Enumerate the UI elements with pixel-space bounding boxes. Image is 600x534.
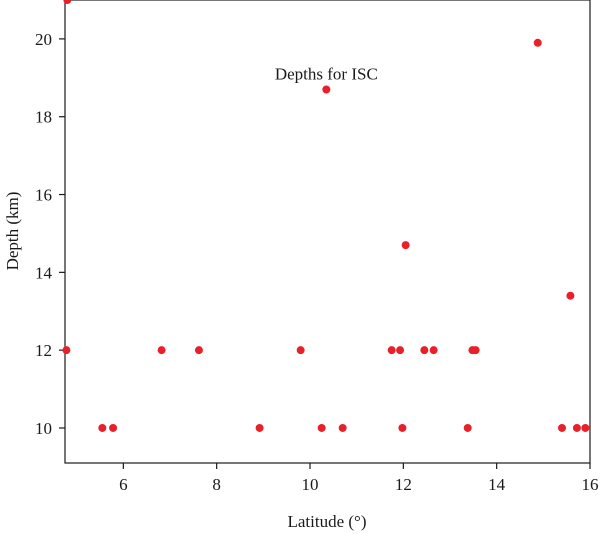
data-point — [398, 423, 407, 432]
data-point — [194, 346, 203, 355]
annotation-label: Depths for ISC — [275, 64, 378, 83]
plot-frame — [64, 0, 591, 464]
y-tick-label: 20 — [35, 30, 52, 49]
y-tick-label: 12 — [35, 341, 52, 360]
data-point — [572, 423, 581, 432]
data-point — [558, 423, 566, 432]
y-axis: 10 12 14 16 18 20 — [35, 30, 65, 438]
data-point — [296, 346, 305, 355]
x-tick-label: 14 — [488, 475, 506, 494]
data-point — [63, 0, 72, 4]
data-point — [471, 346, 480, 355]
y-tick-label: 18 — [35, 108, 52, 127]
data-point — [429, 346, 438, 355]
data-point — [317, 423, 326, 432]
data-point — [581, 423, 590, 432]
data-point — [255, 423, 264, 432]
data-point — [98, 423, 107, 432]
data-point — [396, 346, 405, 355]
x-tick-label: 8 — [212, 475, 221, 494]
x-tick-label: 12 — [395, 475, 412, 494]
data-point — [463, 423, 472, 432]
data-point — [338, 423, 347, 432]
x-tick-label: 16 — [582, 475, 599, 494]
data-point — [322, 85, 331, 94]
data-point — [387, 346, 396, 355]
x-axis-title: Latitude (°) — [287, 512, 366, 531]
annotations: Depths for ISC — [275, 64, 378, 83]
y-tick-label: 14 — [35, 263, 53, 282]
data-point — [401, 241, 410, 250]
data-point — [157, 346, 166, 355]
y-tick-label: 16 — [35, 186, 52, 205]
data-point — [566, 291, 575, 300]
data-point — [420, 346, 429, 355]
y-tick-label: 10 — [35, 419, 52, 438]
x-axis: 6 8 10 12 14 16 — [119, 463, 599, 494]
x-tick-label: 10 — [302, 475, 319, 494]
data-points — [62, 0, 590, 432]
x-tick-label: 6 — [119, 475, 128, 494]
y-axis-title: Depth (km) — [3, 192, 22, 271]
data-point — [109, 423, 118, 432]
data-point — [533, 38, 542, 47]
data-point — [62, 346, 71, 355]
